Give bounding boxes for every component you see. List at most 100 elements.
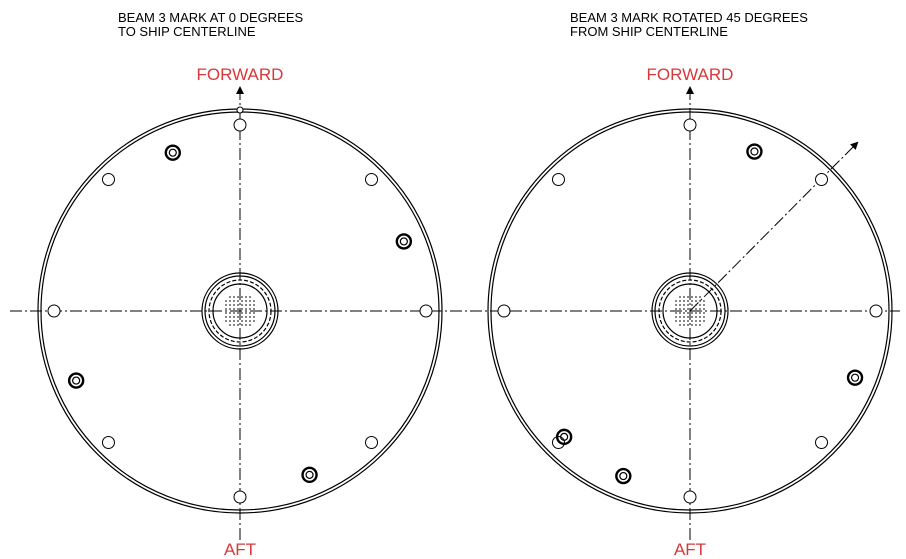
bolt-hole [683,490,697,504]
bolt-hole [365,436,379,450]
connector-pin [237,304,239,306]
aft-label: AFT [674,540,706,559]
connector-pin [241,324,243,326]
connector-pin [687,320,689,322]
connector-pin [679,324,681,326]
connector-pin [695,296,697,298]
connector-pin [253,316,255,318]
connector-pin [687,296,689,298]
connector-pin [683,316,685,318]
connector-pin [695,324,697,326]
connector-pin [695,320,697,322]
connector-pin [233,324,235,326]
connector-pin [245,320,247,322]
bolt-hole [869,304,883,318]
connector-pin [233,300,235,302]
connector-pin [691,308,693,310]
bolt-hole [419,304,433,318]
connector-pin [675,316,677,318]
connector-pin [253,300,255,302]
bolt-hole [101,436,115,450]
mount-hole-inner [619,471,628,481]
connector-pin [241,304,243,306]
connector-pin [679,312,681,314]
connector-pin [703,312,705,314]
mount-hole-inner [72,376,81,385]
connector-pin [695,304,697,306]
connector-pin [237,324,239,326]
connector-pin [233,296,235,298]
connector-pin [237,296,239,298]
connector-pin [703,316,705,318]
connector-pin [679,316,681,318]
connector-pin [699,312,701,314]
connector-pin [229,300,231,302]
connector-pin [233,308,235,310]
mount-hole [164,144,181,161]
connector-pin [699,320,701,322]
connector-pin [249,300,251,302]
bolt-hole [815,436,829,450]
connector-pin [241,296,243,298]
connector-pin [237,300,239,302]
connector-pin [229,312,231,314]
connector-pin [683,308,685,310]
bolt-hole [683,118,697,132]
hub-ring [204,275,276,347]
connector-pin [241,320,243,322]
bolt-hole [47,304,61,318]
hub-ring [654,275,726,347]
mount-hole [615,467,632,485]
connector-pin [691,312,693,314]
bolt-hole [497,304,511,318]
connector-pin [679,304,681,306]
connector-pin [253,312,255,314]
connector-pin [225,304,227,306]
connector-pin [691,304,693,306]
connector-pin [225,308,227,310]
connector-pin [245,312,247,314]
connector-pin [249,316,251,318]
connector-pin [249,308,251,310]
connector-pin [699,316,701,318]
connector-pin [229,324,231,326]
connector-pin [675,320,677,322]
connector-pin [241,312,243,314]
connector-pin [245,316,247,318]
aft-label: AFT [224,540,256,559]
connector-pin [683,324,685,326]
connector-pin [683,304,685,306]
connector-pin [703,320,705,322]
bolt-hole [101,172,115,186]
mount-hole [395,233,413,250]
connector-pin [237,308,239,310]
connector-pin [683,300,685,302]
connector-pin [683,320,685,322]
connector-pin [233,316,235,318]
connector-pin [253,320,255,322]
connector-pin [237,316,239,318]
plate-inner [490,111,890,511]
connector-pin [237,320,239,322]
connector-pin [695,300,697,302]
mount-hole-inner [305,470,314,479]
plate-outer [487,108,893,514]
connector-pin [233,312,235,314]
connector-pin [687,312,689,314]
connector-pin [687,300,689,302]
connector-pin [225,312,227,314]
bolt-hole [233,118,247,132]
connector-pin [675,300,677,302]
connector-pin [699,300,701,302]
connector-pin [233,304,235,306]
connector-pin [691,316,693,318]
connector-pin [699,304,701,306]
connector-pin [245,296,247,298]
connector-pin [237,312,239,314]
connector-pin [241,316,243,318]
mount-hole [555,428,573,446]
connector-pin [679,308,681,310]
mount-hole-inner [750,147,759,156]
connector-pin [691,296,693,298]
bolt-hole [815,172,829,186]
